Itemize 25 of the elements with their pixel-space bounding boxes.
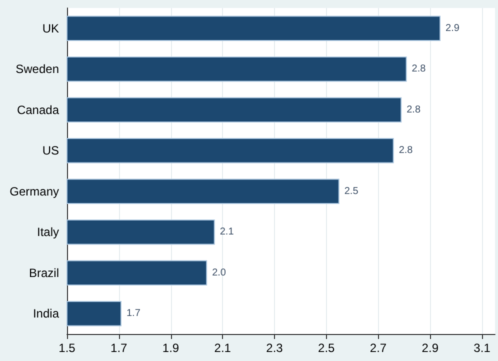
y-tick-label: Germany — [10, 184, 59, 198]
x-tick-label: 2.9 — [422, 341, 439, 355]
x-tick-label: 1.9 — [162, 341, 180, 355]
data-label: 2.8 — [412, 64, 426, 75]
x-tick-label: 2.1 — [214, 341, 232, 355]
data-label: 2.5 — [344, 186, 359, 197]
data-label: 2.9 — [446, 22, 460, 34]
y-tick-label: Italy — [36, 225, 59, 240]
y-tick-label: UK — [42, 21, 59, 36]
y-tick-label: US — [42, 144, 59, 158]
y-tick-label: India — [32, 306, 60, 321]
y-tick-label: Brazil — [28, 266, 59, 280]
x-tick-label: 2.7 — [370, 341, 387, 355]
data-label: 2.8 — [398, 145, 414, 156]
x-tick-label: 2.5 — [318, 341, 336, 355]
data-label: 1.7 — [126, 308, 141, 320]
data-label: 2.8 — [406, 104, 421, 116]
y-tick-label: Canada — [16, 102, 60, 117]
y-tick-label: Sweden — [16, 62, 59, 76]
x-tick-label: 1.7 — [110, 341, 128, 355]
x-tick-label: 2.3 — [266, 341, 284, 355]
x-tick-label: 1.5 — [58, 341, 76, 355]
data-label: 2.0 — [212, 267, 226, 278]
x-tick-label: 3.1 — [474, 341, 491, 355]
data-label: 2.1 — [220, 226, 234, 238]
